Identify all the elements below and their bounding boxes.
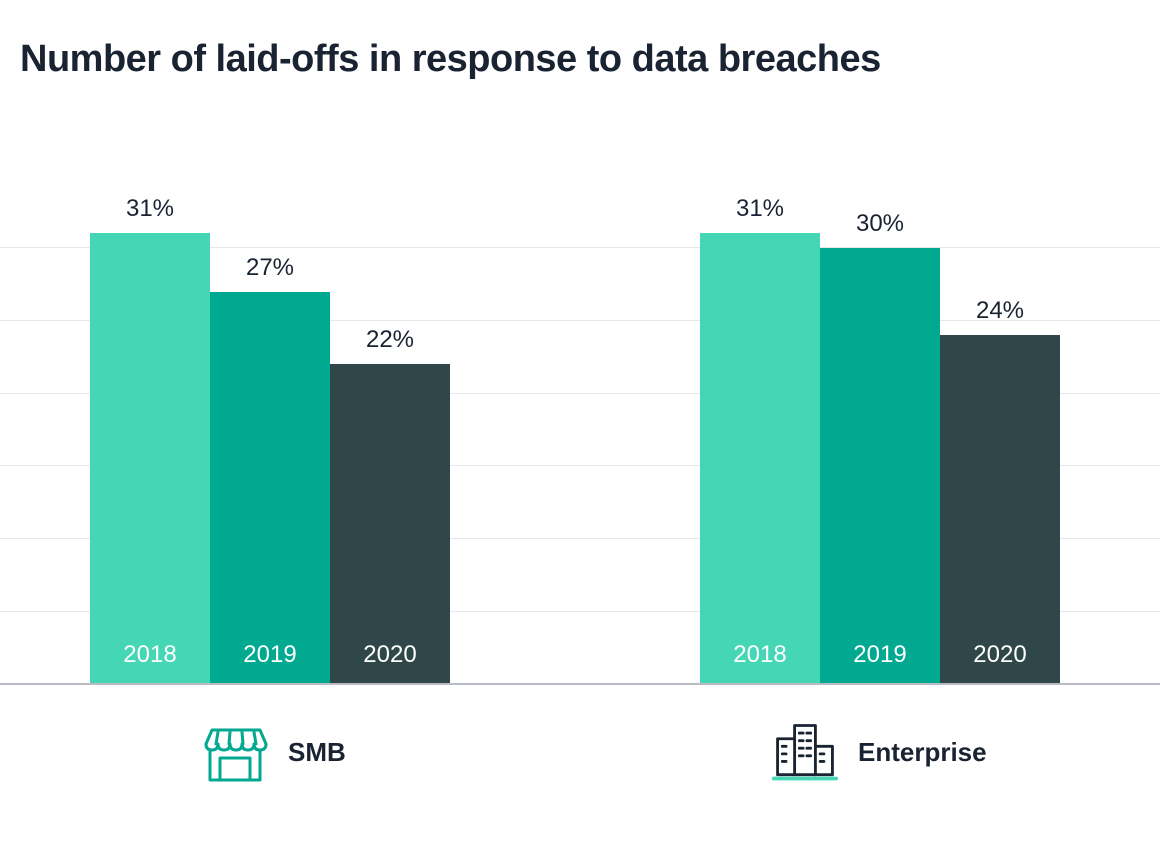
chart-title: Number of laid-offs in response to data … [20, 38, 881, 81]
bar: 30%2019 [820, 248, 940, 685]
bar: 22%2020 [330, 364, 450, 685]
bar: 31%2018 [90, 233, 210, 685]
bar-value-label: 30% [820, 210, 940, 248]
bar-year-label: 2020 [940, 641, 1060, 669]
bar-year-label: 2018 [700, 641, 820, 669]
legend-enterprise-label: Enterprise [858, 737, 987, 768]
bar-value-label: 24% [940, 297, 1060, 335]
bar-value-label: 31% [90, 195, 210, 233]
bar: 27%2019 [210, 292, 330, 685]
storefront-icon [200, 720, 270, 784]
bar-year-label: 2018 [90, 641, 210, 669]
bar-year-label: 2020 [330, 641, 450, 669]
legend-smb: SMB [200, 720, 346, 784]
bar-value-label: 31% [700, 195, 820, 233]
bar-year-label: 2019 [820, 641, 940, 669]
buildings-icon [770, 720, 840, 784]
bar: 31%2018 [700, 233, 820, 685]
chart-baseline [0, 683, 1160, 685]
legend-enterprise: Enterprise [770, 720, 987, 784]
bar: 24%2020 [940, 335, 1060, 685]
bar-year-label: 2019 [210, 641, 330, 669]
legend-smb-label: SMB [288, 737, 346, 768]
bar-value-label: 22% [330, 326, 450, 364]
bar-value-label: 27% [210, 254, 330, 292]
chart-plot-area: 31%201827%201922%2020 31%201830%201924%2… [0, 175, 1160, 685]
